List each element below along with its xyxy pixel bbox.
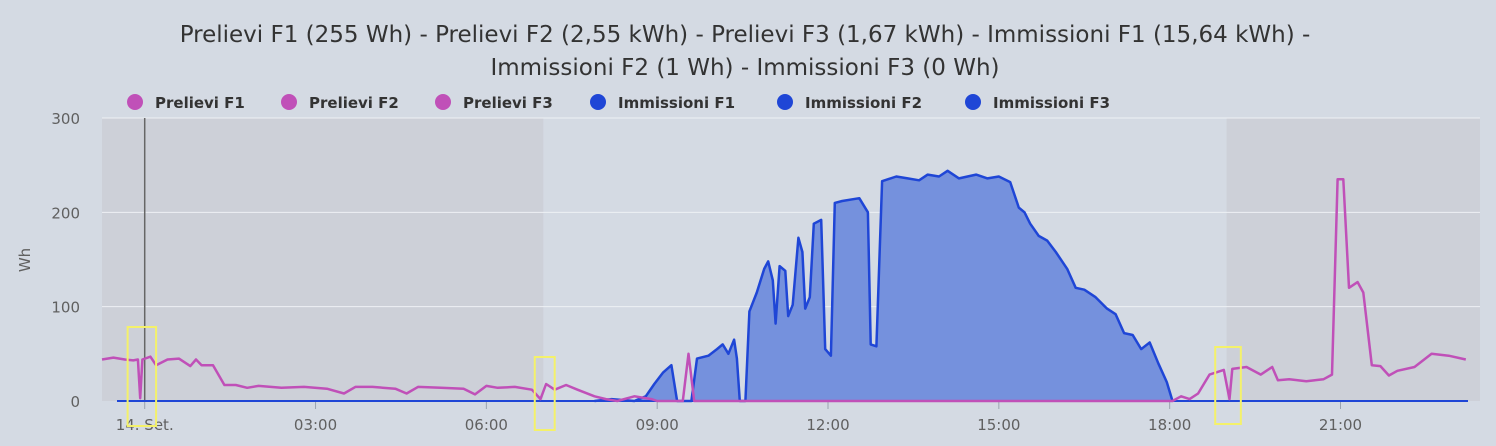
chart-title-line-1: Prelievi F1 (255 Wh) - Prelievi F2 (2,55…	[180, 22, 1311, 48]
legend-marker-2	[281, 94, 297, 110]
y-tick-label-300: 300	[51, 110, 80, 128]
x-tick-label-9: 09:00	[636, 416, 679, 434]
legend-label-2: Prelievi F2	[309, 94, 399, 112]
x-tick-label-15: 15:00	[977, 416, 1020, 434]
legend: Prelievi F1 Prelievi F2 Prelievi F3 Immissi…	[127, 94, 1110, 112]
legend-label-6: Immissioni F3	[993, 94, 1110, 112]
x-tick-label-3: 03:00	[294, 416, 337, 434]
legend-marker-5	[777, 94, 793, 110]
shaded-band-1	[102, 118, 544, 401]
legend-marker-6	[965, 94, 981, 110]
legend-marker-3	[435, 94, 451, 110]
legend-marker-1	[127, 94, 143, 110]
y-tick-label-0: 0	[70, 393, 80, 411]
x-tick-label-21: 21:00	[1319, 416, 1362, 434]
immissioni-line	[594, 169, 1174, 403]
legend-label-1: Prelievi F1	[155, 94, 245, 112]
x-tick-label-12: 12:00	[806, 416, 849, 434]
immissioni-area	[594, 170, 1173, 401]
x-tick-label-18: 18:00	[1148, 416, 1191, 434]
highlight-box-1	[126, 326, 158, 427]
y-axis-label: Wh	[16, 248, 34, 272]
legend-marker-4	[590, 94, 606, 110]
y-tick-label-200: 200	[51, 204, 80, 222]
legend-label-5: Immissioni F2	[805, 94, 922, 112]
legend-label-3: Prelievi F3	[463, 94, 553, 112]
shaded-band-2	[1226, 118, 1480, 401]
highlight-box-2	[533, 356, 556, 431]
x-tick-label-6: 06:00	[465, 416, 508, 434]
chart-title-line-2: Immissioni F2 (1 Wh) - Immissioni F3 (0 …	[490, 55, 999, 81]
legend-label-4: Immissioni F1	[618, 94, 735, 112]
prelievi-line	[101, 178, 1467, 403]
highlight-box-3	[1214, 346, 1242, 425]
y-tick-label-100: 100	[51, 299, 80, 317]
